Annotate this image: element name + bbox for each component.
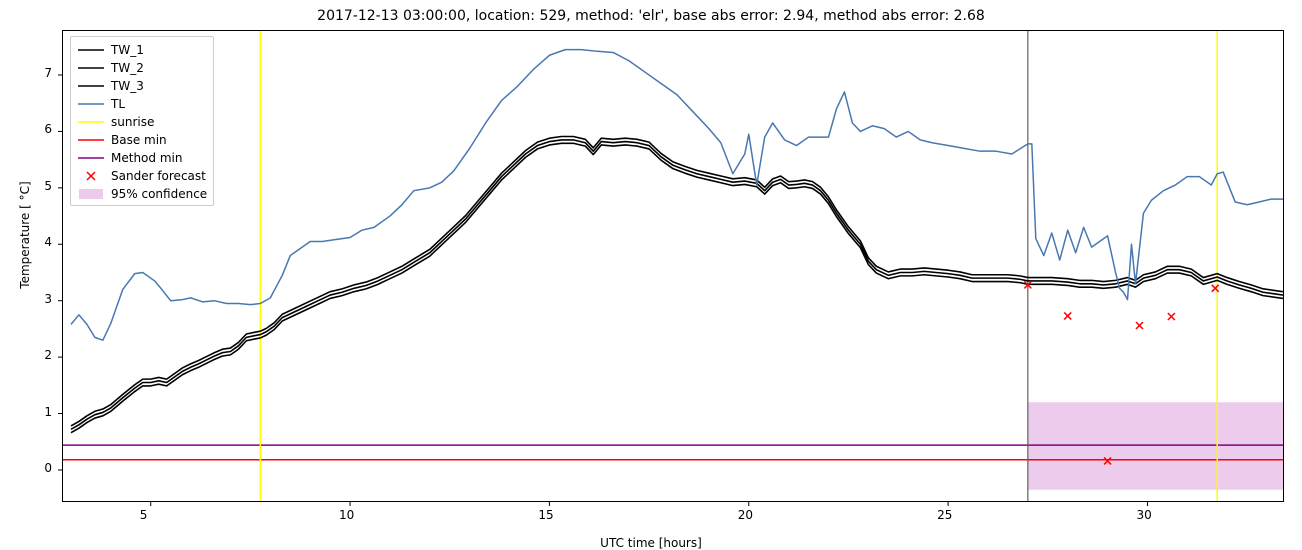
legend-tl-label: TL xyxy=(111,97,125,111)
x-tick-label: 25 xyxy=(937,508,952,522)
legend-conf-swatch xyxy=(77,187,105,201)
y-tick-label: 4 xyxy=(44,235,52,249)
x-axis-label: UTC time [hours] xyxy=(0,536,1302,550)
legend-methodmin-label: Method min xyxy=(111,151,182,165)
x-tick-label: 30 xyxy=(1136,508,1151,522)
legend-tw1-label: TW_1 xyxy=(111,43,144,57)
legend-sander-swatch xyxy=(77,169,105,183)
tl-line xyxy=(71,50,1283,341)
y-tick-label: 7 xyxy=(44,66,52,80)
tw-3-line xyxy=(71,143,1283,432)
legend: TW_1 TW_2 TW_3 TL sunrise Base min Method min S… xyxy=(70,36,214,206)
legend-basemin-swatch xyxy=(77,133,105,147)
legend-tw1-swatch xyxy=(77,43,105,57)
x-tick-label: 20 xyxy=(738,508,753,522)
y-tick-label: 6 xyxy=(44,122,52,136)
legend-tw2-label: TW_2 xyxy=(111,61,144,75)
tw-1-line xyxy=(71,137,1283,426)
legend-tw3-swatch xyxy=(77,79,105,93)
legend-methodmin-swatch xyxy=(77,151,105,165)
legend-conf: 95% confidence xyxy=(77,185,207,203)
legend-conf-label: 95% confidence xyxy=(111,187,207,201)
legend-tl-swatch xyxy=(77,97,105,111)
legend-tw1: TW_1 xyxy=(77,41,207,59)
figure: 2017-12-13 03:00:00, location: 529, meth… xyxy=(0,0,1302,547)
legend-tw2: TW_2 xyxy=(77,59,207,77)
confidence-band xyxy=(1028,402,1283,489)
legend-tw3-label: TW_3 xyxy=(111,79,144,93)
legend-sunrise: sunrise xyxy=(77,113,207,131)
x-tick-label: 15 xyxy=(538,508,553,522)
legend-sunrise-swatch xyxy=(77,115,105,129)
legend-basemin-label: Base min xyxy=(111,133,167,147)
plot-area xyxy=(62,30,1284,502)
x-tick-label: 5 xyxy=(140,508,148,522)
y-axis-label: Temperature [ °C] xyxy=(18,135,32,335)
y-tick-label: 5 xyxy=(44,179,52,193)
legend-basemin: Base min xyxy=(77,131,207,149)
y-tick-label: 0 xyxy=(44,461,52,475)
legend-sunrise-label: sunrise xyxy=(111,115,154,129)
legend-sander-label: Sander forecast xyxy=(111,169,206,183)
y-tick-label: 2 xyxy=(44,348,52,362)
legend-tw3: TW_3 xyxy=(77,77,207,95)
legend-tl: TL xyxy=(77,95,207,113)
chart-title: 2017-12-13 03:00:00, location: 529, meth… xyxy=(0,8,1302,24)
x-tick-label: 10 xyxy=(339,508,354,522)
axis-ticks xyxy=(58,75,1147,506)
legend-tw2-swatch xyxy=(77,61,105,75)
tw-2-line xyxy=(71,140,1283,429)
plot-svg xyxy=(63,31,1283,501)
legend-sander: Sander forecast xyxy=(77,167,207,185)
legend-methodmin: Method min xyxy=(77,149,207,167)
y-tick-label: 1 xyxy=(44,405,52,419)
y-tick-label: 3 xyxy=(44,292,52,306)
